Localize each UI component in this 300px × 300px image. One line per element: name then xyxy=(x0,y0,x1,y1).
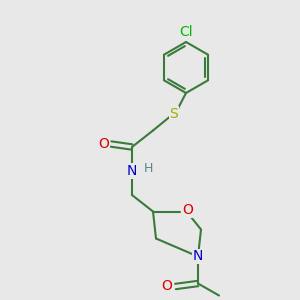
Text: O: O xyxy=(98,137,109,151)
Text: N: N xyxy=(127,164,137,178)
Text: O: O xyxy=(182,203,193,217)
Text: N: N xyxy=(193,250,203,263)
Text: S: S xyxy=(169,107,178,121)
Text: O: O xyxy=(162,280,172,293)
Text: Cl: Cl xyxy=(179,25,193,38)
Text: H: H xyxy=(144,161,153,175)
